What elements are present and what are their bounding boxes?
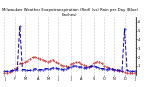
Title: Milwaukee Weather Evapotranspiration (Red) (vs) Rain per Day (Blue) (Inches): Milwaukee Weather Evapotranspiration (Re… [2, 8, 138, 17]
